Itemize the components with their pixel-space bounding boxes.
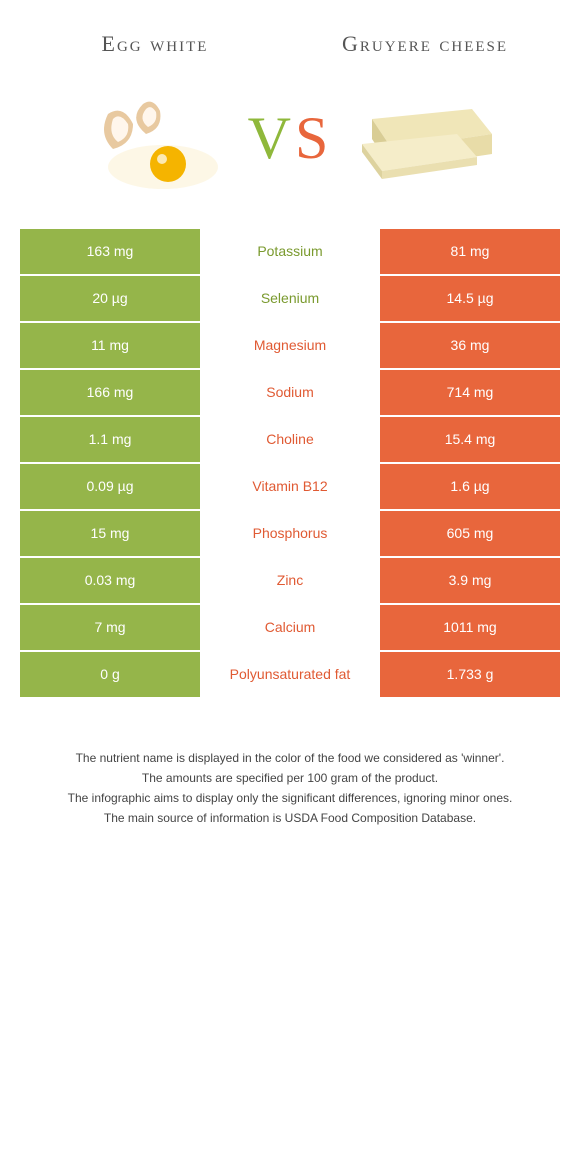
table-row: 20 µgSelenium14.5 µg — [20, 276, 560, 323]
right-value: 714 mg — [380, 370, 560, 415]
egg-white-image — [68, 79, 238, 199]
nutrient-name: Phosphorus — [200, 511, 380, 556]
footer-line: The amounts are specified per 100 gram o… — [30, 769, 550, 787]
nutrient-name: Selenium — [200, 276, 380, 321]
left-value: 1.1 mg — [20, 417, 200, 462]
table-row: 15 mgPhosphorus605 mg — [20, 511, 560, 558]
left-value: 20 µg — [20, 276, 200, 321]
table-row: 11 mgMagnesium36 mg — [20, 323, 560, 370]
nutrient-name: Polyunsaturated fat — [200, 652, 380, 697]
left-value: 7 mg — [20, 605, 200, 650]
footer-line: The main source of information is USDA F… — [30, 809, 550, 827]
table-row: 1.1 mgCholine15.4 mg — [20, 417, 560, 464]
right-value: 1.733 g — [380, 652, 560, 697]
right-value: 1.6 µg — [380, 464, 560, 509]
vs-label: VS — [248, 104, 333, 173]
vs-v: V — [248, 104, 295, 173]
right-value: 36 mg — [380, 323, 560, 368]
table-row: 163 mgPotassium81 mg — [20, 229, 560, 276]
left-value: 163 mg — [20, 229, 200, 274]
left-food-title: Egg white — [34, 30, 277, 59]
right-value: 3.9 mg — [380, 558, 560, 603]
nutrient-name: Choline — [200, 417, 380, 462]
table-row: 166 mgSodium714 mg — [20, 370, 560, 417]
left-value: 0.09 µg — [20, 464, 200, 509]
right-value: 15.4 mg — [380, 417, 560, 462]
nutrient-name: Vitamin B12 — [200, 464, 380, 509]
right-value: 14.5 µg — [380, 276, 560, 321]
table-row: 0.03 mgZinc3.9 mg — [20, 558, 560, 605]
table-row: 0 gPolyunsaturated fat1.733 g — [20, 652, 560, 699]
nutrient-name: Zinc — [200, 558, 380, 603]
vs-s: S — [295, 104, 332, 173]
nutrient-table: 163 mgPotassium81 mg20 µgSelenium14.5 µg… — [20, 229, 560, 699]
vs-row: VS — [0, 69, 580, 229]
footer-line: The infographic aims to display only the… — [30, 789, 550, 807]
left-value: 0 g — [20, 652, 200, 697]
footer-line: The nutrient name is displayed in the co… — [30, 749, 550, 767]
nutrient-name: Calcium — [200, 605, 380, 650]
nutrient-name: Potassium — [200, 229, 380, 274]
left-value: 0.03 mg — [20, 558, 200, 603]
footer-notes: The nutrient name is displayed in the co… — [30, 749, 550, 827]
table-row: 7 mgCalcium1011 mg — [20, 605, 560, 652]
nutrient-name: Sodium — [200, 370, 380, 415]
table-row: 0.09 µgVitamin B121.6 µg — [20, 464, 560, 511]
right-food-title: Gruyere cheese — [304, 30, 547, 59]
left-value: 166 mg — [20, 370, 200, 415]
right-value: 1011 mg — [380, 605, 560, 650]
left-value: 15 mg — [20, 511, 200, 556]
right-value: 81 mg — [380, 229, 560, 274]
nutrient-name: Magnesium — [200, 323, 380, 368]
cheese-image — [342, 79, 512, 199]
right-value: 605 mg — [380, 511, 560, 556]
left-value: 11 mg — [20, 323, 200, 368]
header: Egg white Gruyere cheese — [0, 0, 580, 69]
